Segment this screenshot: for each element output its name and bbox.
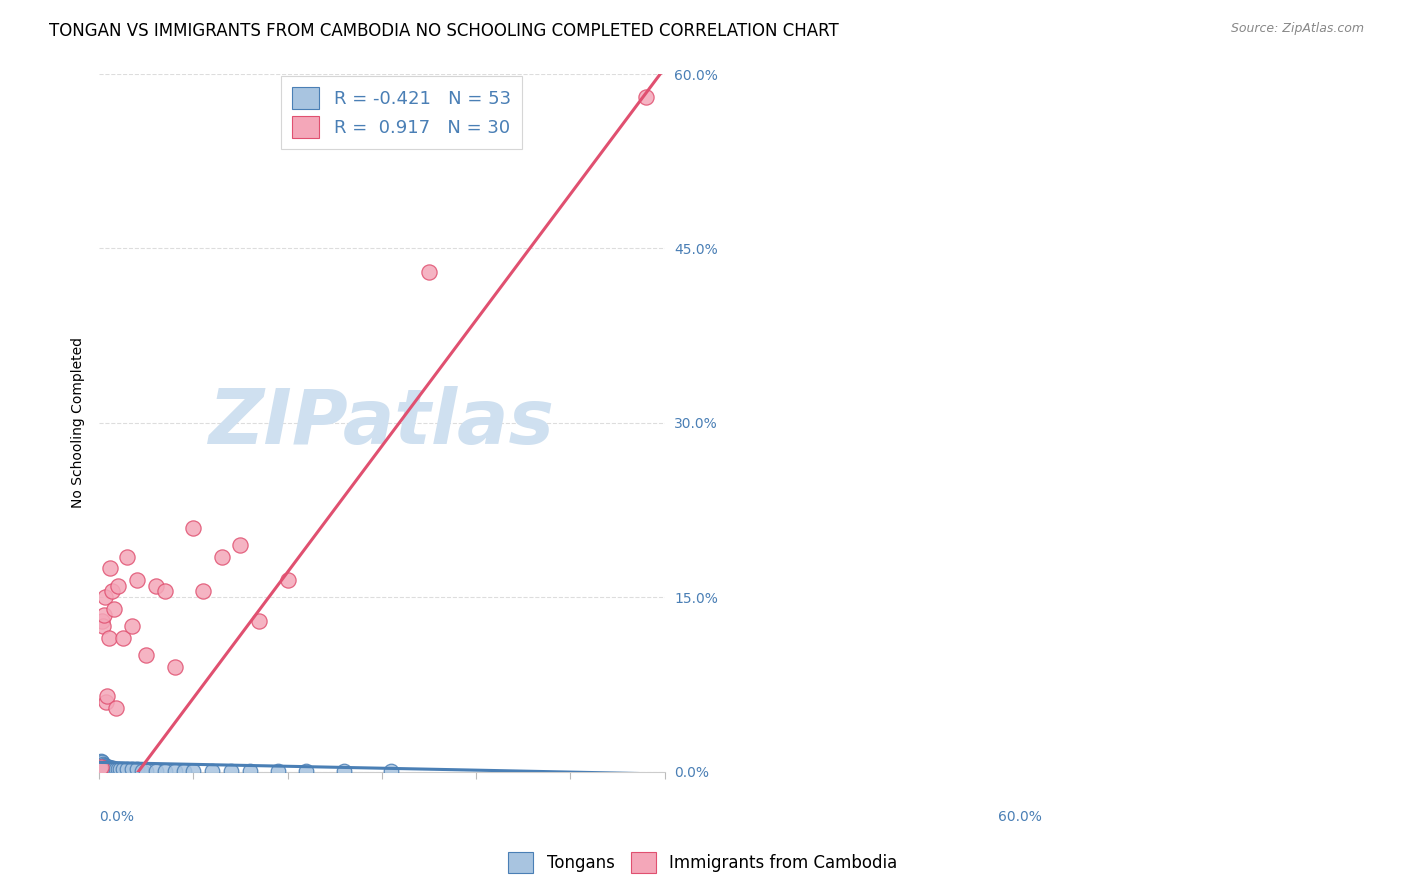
Point — [91, 759, 114, 773]
Point — [105, 700, 128, 714]
Point — [94, 759, 117, 773]
Point — [97, 761, 120, 775]
Point — [100, 761, 122, 775]
Legend: Tongans, Immigrants from Cambodia: Tongans, Immigrants from Cambodia — [502, 846, 904, 880]
Point — [89, 760, 111, 774]
Point — [89, 757, 111, 772]
Point — [247, 614, 270, 628]
Text: TONGAN VS IMMIGRANTS FROM CAMBODIA NO SCHOOLING COMPLETED CORRELATION CHART: TONGAN VS IMMIGRANTS FROM CAMBODIA NO SC… — [49, 22, 839, 40]
Point — [173, 764, 195, 778]
Text: 0.0%: 0.0% — [100, 810, 134, 824]
Point — [108, 763, 131, 777]
Point — [145, 579, 167, 593]
Point — [239, 764, 262, 778]
Point — [90, 761, 112, 775]
Point — [91, 756, 114, 771]
Point — [89, 756, 111, 770]
Point — [191, 584, 214, 599]
Point — [90, 759, 112, 773]
Point — [125, 763, 148, 777]
Point — [90, 754, 112, 768]
Point — [98, 761, 121, 775]
Point — [105, 763, 128, 777]
Point — [201, 764, 224, 778]
Point — [89, 761, 111, 775]
Point — [107, 579, 129, 593]
Point — [107, 763, 129, 777]
Point — [121, 619, 143, 633]
Point — [93, 759, 115, 773]
Point — [97, 760, 120, 774]
Point — [135, 648, 157, 663]
Point — [103, 761, 125, 775]
Point — [93, 757, 115, 772]
Point — [267, 764, 290, 778]
Point — [94, 761, 117, 775]
Point — [103, 602, 125, 616]
Point — [163, 764, 186, 778]
Text: Source: ZipAtlas.com: Source: ZipAtlas.com — [1230, 22, 1364, 36]
Point — [131, 764, 153, 778]
Point — [100, 761, 122, 775]
Point — [183, 520, 205, 534]
Point — [277, 573, 299, 587]
Point — [96, 761, 118, 775]
Y-axis label: No Schooling Completed: No Schooling Completed — [72, 337, 86, 508]
Point — [93, 607, 115, 622]
Point — [117, 763, 139, 777]
Point — [94, 759, 117, 773]
Point — [111, 631, 134, 645]
Point — [211, 549, 233, 564]
Point — [91, 757, 114, 772]
Point — [91, 756, 114, 770]
Point — [135, 764, 157, 778]
Point — [94, 591, 117, 605]
Legend: R = -0.421   N = 53, R =  0.917   N = 30: R = -0.421 N = 53, R = 0.917 N = 30 — [281, 76, 522, 149]
Point — [117, 549, 139, 564]
Point — [97, 631, 120, 645]
Point — [91, 614, 114, 628]
Point — [94, 695, 117, 709]
Point — [101, 584, 124, 599]
Point — [153, 584, 176, 599]
Point — [90, 760, 112, 774]
Point — [145, 764, 167, 778]
Text: ZIPatlas: ZIPatlas — [209, 386, 555, 460]
Point — [91, 761, 114, 775]
Point — [100, 561, 122, 575]
Point — [111, 763, 134, 777]
Point — [97, 761, 120, 775]
Point — [380, 764, 402, 778]
Point — [90, 756, 112, 771]
Point — [183, 764, 205, 778]
Point — [93, 761, 115, 775]
Point — [103, 763, 125, 777]
Point — [96, 689, 118, 703]
Point — [295, 764, 318, 778]
Point — [634, 90, 657, 104]
Point — [97, 760, 120, 774]
Point — [163, 660, 186, 674]
Point — [121, 763, 143, 777]
Text: 60.0%: 60.0% — [998, 810, 1042, 824]
Point — [96, 760, 118, 774]
Point — [229, 538, 252, 552]
Point — [418, 265, 440, 279]
Point — [91, 619, 114, 633]
Point — [91, 760, 114, 774]
Point — [125, 573, 148, 587]
Point — [153, 764, 176, 778]
Point — [101, 761, 124, 775]
Point — [94, 761, 117, 775]
Point — [219, 764, 242, 778]
Point — [333, 764, 356, 778]
